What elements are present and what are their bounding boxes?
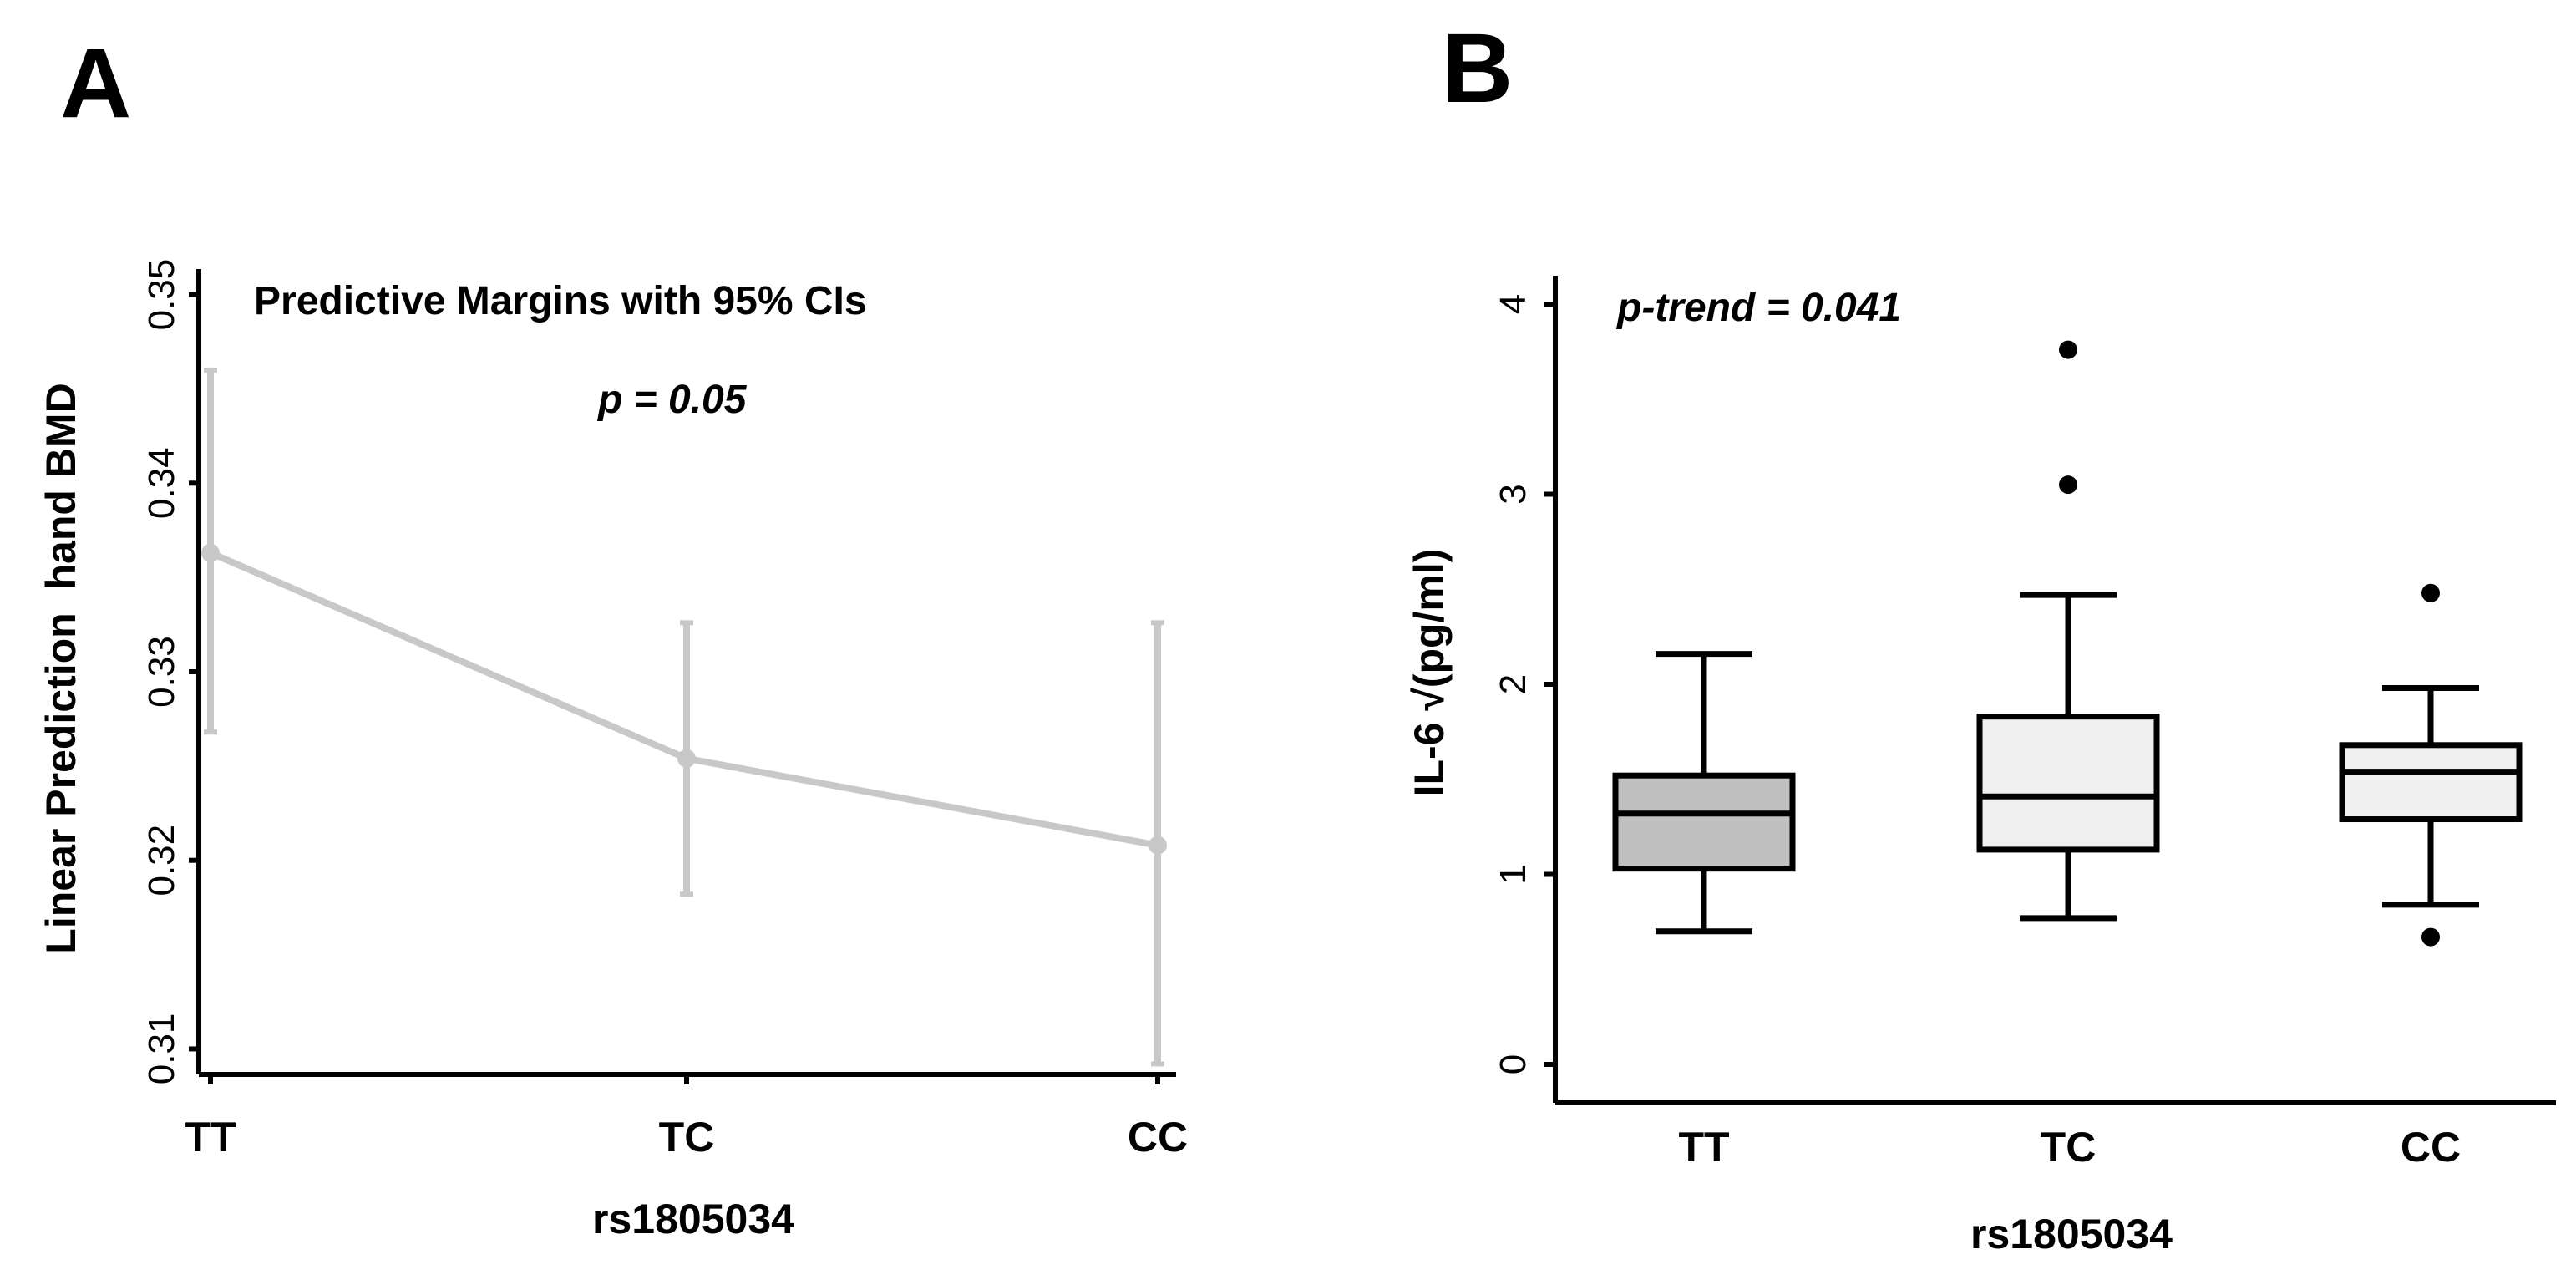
panel-a-point [201, 543, 220, 562]
panel-a-y-tick-label: 0.33 [141, 636, 182, 708]
panel-b-outlier [2421, 927, 2440, 947]
panel-b-box [1976, 714, 2160, 853]
panel-a-y-tick-label: 0.34 [141, 447, 182, 519]
panel-b-chart: 0 1 2 3 4 TT TC CC p-trend = 0.041 rs1805034 I… [1406, 276, 2556, 1257]
panel-b-box [1612, 772, 1796, 872]
panel-b-outlier [2059, 475, 2077, 495]
panel-a-p-value: p = 0.05 [596, 378, 748, 422]
panel-b-outlier [2059, 340, 2077, 359]
panel-b-box [2339, 742, 2523, 823]
panel-b-y-tick-label: 0 [1493, 1054, 1534, 1074]
panel-a-chart: 0.31 0.32 0.33 0.34 0.35 TT TC CC Predictive M… [38, 259, 1188, 1242]
panel-a-y-tick-label: 0.32 [141, 825, 182, 897]
panel-b-x-tick-label: CC [2401, 1124, 2461, 1171]
panel-b-outlier [2421, 583, 2440, 602]
panel-b-y-axis-title: IL-6 √(pg/ml) [1406, 549, 1453, 797]
panel-a-y-tick-label: 0.35 [141, 259, 182, 331]
panel-a-x-axis-title: rs1805034 [592, 1196, 794, 1242]
panel-b-p-trend: p-trend = 0.041 [1615, 286, 1901, 330]
panel-b-x-tick-label: TC [2041, 1124, 2097, 1171]
panel-a-x-tick-label: CC [1128, 1114, 1188, 1161]
panel-a-title: Predictive Margins with 95% CIs [254, 279, 867, 323]
panel-a-y-tick-label: 0.31 [141, 1013, 182, 1085]
panel-b-x-tick-label: TT [1678, 1124, 1729, 1171]
panel-a-x-tick-label: TC [659, 1114, 715, 1161]
panel-a-y-axis-title: Linear Prediction hand BMD [38, 383, 84, 953]
panel-b-x-axis-title: rs1805034 [1970, 1211, 2173, 1257]
panel-letter-b: B [1442, 13, 1513, 124]
panel-letter-a: A [60, 28, 131, 139]
panel-a-x-tick-label: TT [185, 1114, 236, 1161]
panel-b-y-tick-label: 4 [1493, 294, 1534, 314]
panel-b-y-tick-label: 1 [1493, 864, 1534, 884]
panel-b-y-tick-label: 3 [1493, 484, 1534, 504]
panel-a-point [677, 749, 696, 768]
panel-b-y-tick-label: 2 [1493, 674, 1534, 694]
panel-a-point [1149, 836, 1167, 855]
